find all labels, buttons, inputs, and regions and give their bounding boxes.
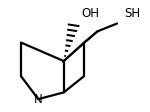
Text: SH: SH <box>124 7 141 20</box>
Text: N: N <box>34 93 43 106</box>
Text: OH: OH <box>81 7 99 20</box>
Polygon shape <box>62 31 98 62</box>
